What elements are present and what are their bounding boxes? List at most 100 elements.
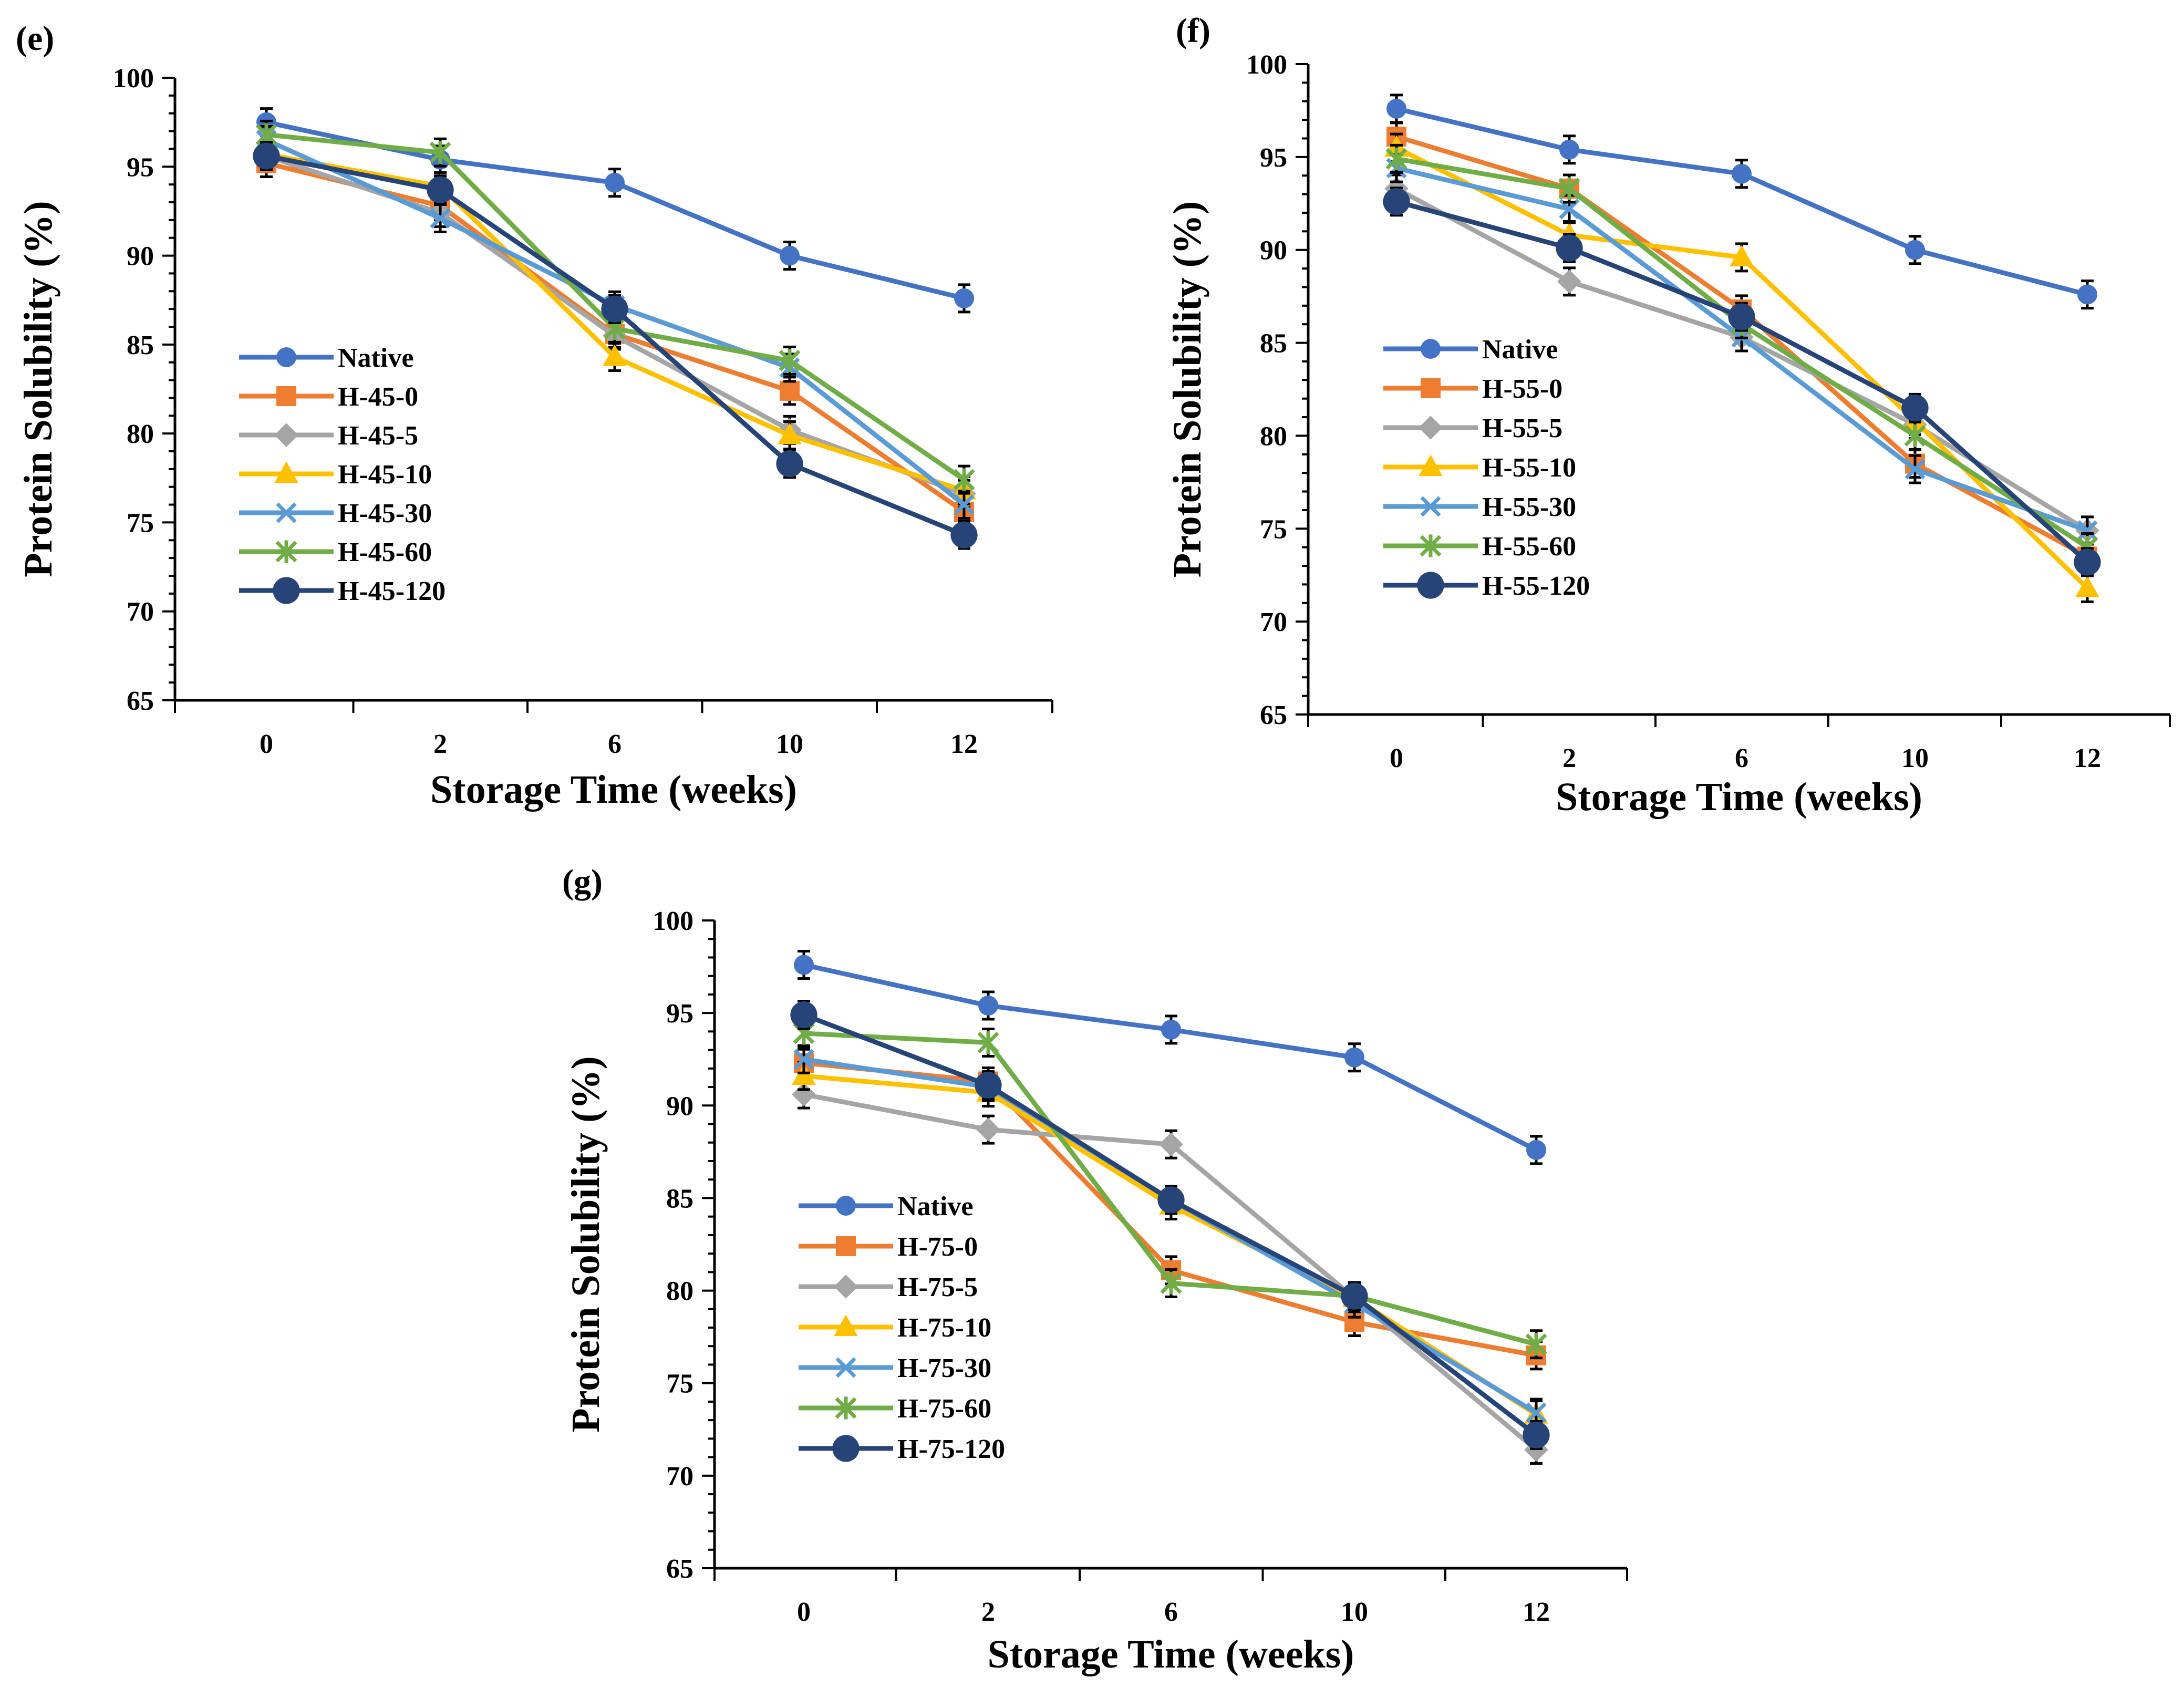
y-tick-label: 100 (1246, 50, 1287, 80)
x-tick-label: 10 (1341, 1597, 1368, 1627)
y-tick-label: 75 (666, 1369, 694, 1399)
data-point (429, 141, 451, 164)
data-point (1559, 139, 1579, 160)
data-point (1732, 163, 1752, 184)
data-point (1341, 1282, 1368, 1310)
legend-entry: H-55-30 (1383, 492, 1576, 522)
chart-panel-f: 65 70 75 80 85 90 95 100 0 2 6 10 12 Storage Time (we… (1165, 12, 2171, 819)
data-point (778, 422, 802, 444)
legend-entry: H-75-10 (799, 1313, 991, 1343)
y-tick-label: 75 (127, 508, 154, 538)
chart-panel-g: 65 70 75 80 85 90 95 100 0 2 6 10 12 Storage Time (we… (562, 863, 1628, 1676)
legend-entry: Native (239, 343, 413, 373)
legend-label: H-55-10 (1482, 453, 1576, 483)
legend-label: Native (1482, 335, 1558, 365)
y-tick-label: 100 (113, 64, 154, 94)
y-tick-label: 80 (1260, 421, 1287, 451)
panel-label: (f) (1176, 12, 1210, 50)
x-tick-label: 10 (1901, 743, 1929, 773)
y-tick-label: 100 (653, 906, 694, 936)
y-tick-label: 65 (127, 686, 154, 716)
data-point (1557, 270, 1581, 294)
data-point (427, 176, 454, 203)
data-point (1159, 1132, 1183, 1157)
data-point (950, 521, 978, 548)
legend-marker (1421, 378, 1441, 398)
legend-label: H-55-0 (1482, 374, 1562, 404)
data-point (1161, 1019, 1181, 1040)
y-tick-label: 95 (127, 152, 154, 182)
data-point (2077, 520, 2098, 541)
legend-label: H-75-5 (897, 1272, 978, 1302)
x-tick-label: 10 (776, 729, 803, 759)
data-point (954, 288, 974, 308)
data-point (1901, 394, 1929, 422)
legend-marker (835, 1357, 856, 1378)
data-point (1558, 177, 1580, 200)
data-point (1525, 1333, 1547, 1356)
legend-marker (276, 502, 297, 523)
x-tick-label: 2 (1562, 743, 1576, 773)
legend-entry: H-45-10 (239, 460, 432, 490)
chart-panel-e: 65 70 75 80 85 90 95 100 0 2 6 10 12 Storage Time (we… (16, 19, 1053, 812)
x-tick-label: 6 (608, 729, 622, 759)
panel-label: (e) (16, 19, 54, 58)
x-axis-title: Storage Time (weeks) (430, 768, 797, 812)
data-point (954, 494, 975, 515)
legend-entry: H-55-60 (1383, 532, 1576, 562)
y-tick-label: 90 (1260, 236, 1287, 266)
x-tick-label: 12 (2074, 743, 2101, 773)
legend-label: H-45-60 (338, 537, 432, 567)
legend-marker (274, 461, 298, 483)
legend-label: H-45-120 (338, 576, 446, 606)
legend-label: Native (338, 343, 413, 373)
data-point (1904, 459, 1926, 480)
legend-marker (832, 1435, 860, 1462)
legend-entry: H-75-5 (799, 1272, 978, 1302)
legend-label: H-45-30 (338, 499, 432, 529)
x-tick-label: 0 (260, 729, 273, 759)
legend-entry: H-75-30 (799, 1353, 991, 1383)
data-point (1904, 424, 1926, 448)
series-H-75-120 (790, 1000, 1550, 1450)
legend-marker (1420, 534, 1442, 557)
x-tick-label: 2 (981, 1597, 995, 1627)
y-tick-label: 70 (127, 597, 154, 627)
legend-marker (1420, 496, 1441, 517)
data-point (780, 245, 800, 266)
legend-entry: Native (799, 1192, 973, 1221)
data-point (779, 349, 801, 372)
y-tick-label: 90 (127, 242, 154, 272)
legend-entry: H-45-0 (239, 382, 418, 412)
data-point (1160, 1271, 1182, 1295)
data-point (1523, 1421, 1550, 1449)
series-Native (794, 950, 1546, 1165)
legend-entry: H-45-60 (239, 537, 432, 567)
x-tick-label: 6 (1735, 743, 1748, 773)
legend-marker (276, 386, 296, 406)
data-point (792, 1082, 816, 1106)
data-point (253, 142, 280, 170)
legend-entry: Native (1383, 335, 1558, 365)
legend-marker (273, 577, 300, 604)
y-tick-label: 65 (666, 1554, 694, 1584)
y-tick-label: 85 (666, 1184, 694, 1214)
series-line (266, 120, 965, 301)
legend-label: H-55-60 (1482, 532, 1576, 562)
series-Native (256, 107, 974, 314)
legend-label: H-45-10 (338, 460, 432, 490)
x-axis-title: Storage Time (weeks) (988, 1632, 1354, 1676)
data-point (1526, 1402, 1547, 1423)
legend-marker (834, 1314, 858, 1337)
data-point (953, 468, 975, 491)
data-point (1385, 147, 1407, 171)
legend-marker (834, 1275, 858, 1299)
legend-entry: H-55-5 (1383, 413, 1562, 443)
legend-label: H-75-30 (897, 1353, 991, 1383)
data-point (601, 295, 628, 323)
data-point (1728, 303, 1755, 330)
y-tick-label: 80 (666, 1277, 694, 1307)
legend-label: H-75-120 (897, 1434, 1005, 1464)
legend-entry: H-45-120 (239, 576, 446, 606)
